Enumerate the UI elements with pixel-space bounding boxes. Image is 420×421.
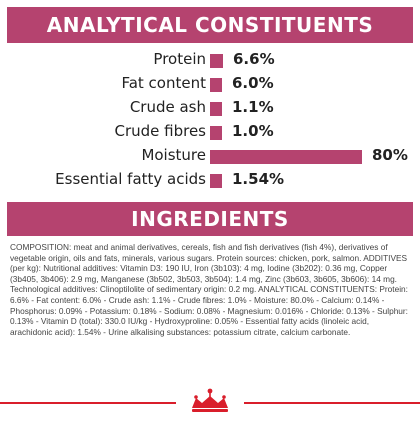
constituent-value: 6.0% [232, 74, 274, 92]
crown-icon [176, 386, 244, 416]
analytical-constituents-header: ANALYTICAL CONSTITUENTS [7, 7, 413, 43]
constituent-label: Essential fatty acids [55, 170, 206, 188]
constituent-bar [210, 54, 223, 68]
constituent-value: 1.54% [232, 170, 285, 188]
constituent-bar [210, 150, 362, 164]
constituent-label: Crude fibres [114, 122, 206, 140]
constituent-bar [210, 174, 222, 188]
constituent-label: Fat content [121, 74, 206, 92]
constituent-value: 6.6% [233, 50, 275, 68]
constituent-row: Crude fibres 1.0% [0, 120, 420, 144]
composition-text: COMPOSITION: meat and animal derivatives… [10, 242, 408, 337]
constituent-row: Essential fatty acids 1.54% [0, 168, 420, 192]
constituent-label: Moisture [141, 146, 206, 164]
constituent-value: 1.1% [232, 98, 274, 116]
constituent-value: 80% [372, 146, 408, 164]
ingredients-header: INGREDIENTS [7, 202, 413, 236]
constituent-bar [210, 78, 222, 92]
constituent-label: Protein [153, 50, 206, 68]
constituent-bar [210, 126, 222, 140]
constituent-row: Moisture 80% [0, 144, 420, 168]
constituent-value: 1.0% [232, 122, 274, 140]
constituent-row: Fat content 6.0% [0, 72, 420, 96]
constituent-row: Protein 6.6% [0, 48, 420, 72]
constituent-bar [210, 102, 222, 116]
constituent-label: Crude ash [129, 98, 206, 116]
constituent-row: Crude ash 1.1% [0, 96, 420, 120]
